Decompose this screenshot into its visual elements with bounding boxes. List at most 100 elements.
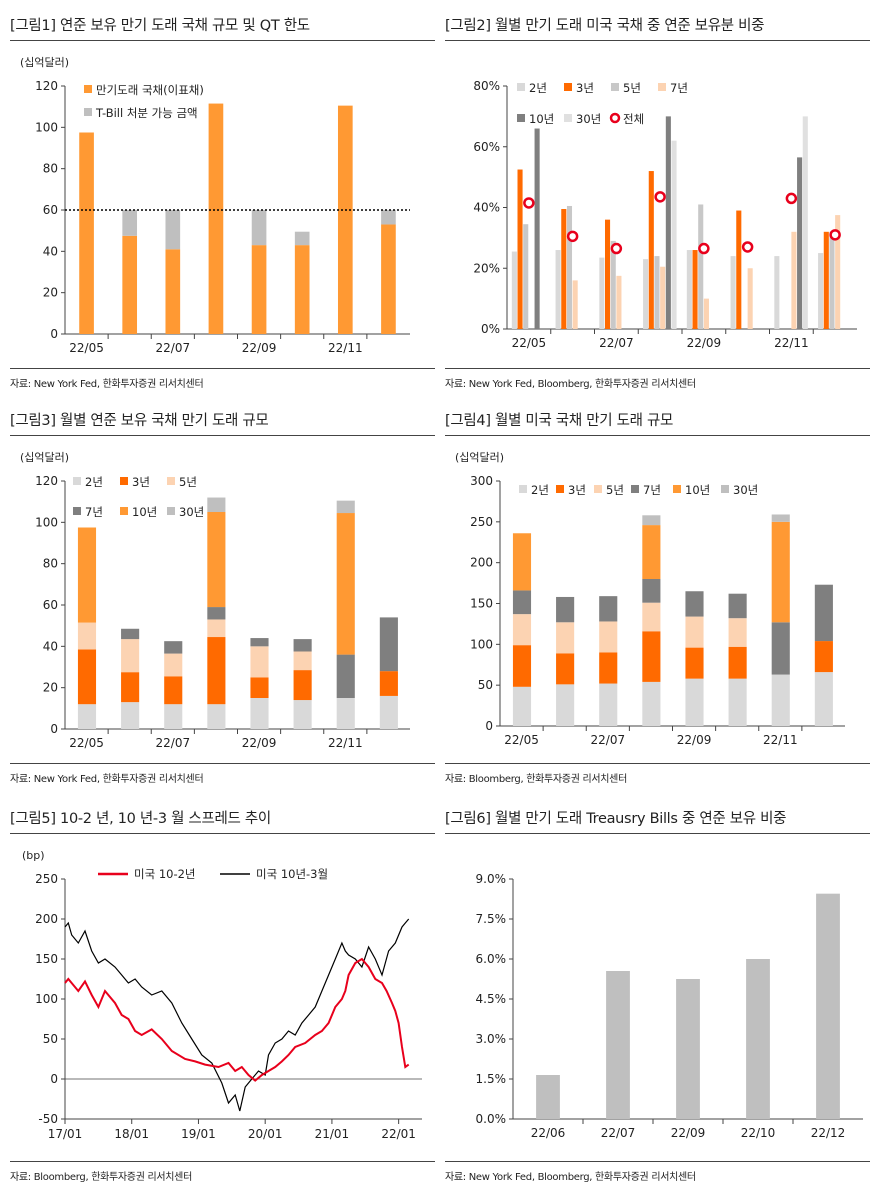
bar-3년 [556,653,575,685]
bar-10년 [642,525,661,579]
bar-2년 [250,698,269,729]
x-tick-label: 22/09 [687,336,722,350]
x-tick-label: 22/09 [677,733,712,747]
bar-5년 [523,224,529,329]
bar-30년 [642,515,661,526]
y-tick-label: 80 [43,557,58,571]
total-marker [829,229,841,241]
bar-5년 [77,622,97,650]
legend-label: 미국 10년-3월 [256,867,328,881]
x-tick-label: 21/01 [315,1127,350,1141]
legend-label: 7년 [670,81,688,95]
bar-3년 [642,631,661,682]
bar-10년 [207,512,226,608]
bar-2년 [207,704,226,729]
bar-7년 [835,215,841,329]
bar-7년 [791,231,797,329]
legend-marker [609,112,621,124]
y-tick-label: 60 [43,598,58,612]
figure-1-title: [그림1] 연준 보유 만기 도래 국채 규모 및 QT 한도 [10,18,310,34]
legend-swatch [517,114,525,122]
x-tick-label: 22/11 [328,341,363,355]
x-tick-label: 22/07 [599,336,634,350]
legend-swatch [84,108,92,116]
x-tick-label: 22/05 [504,733,539,747]
y-tick-label: 150 [470,597,493,611]
legend-swatch [556,485,564,493]
legend-label: 10년 [529,112,554,126]
legend-label: 7년 [85,505,103,519]
bar-10년 [336,513,355,655]
legend-label: 7년 [643,483,661,497]
bar-3년 [250,677,269,698]
legend-label: 2년 [85,475,103,489]
bar-2년 [556,684,575,726]
legend-swatch [167,477,175,485]
bar-7년 [336,654,355,698]
bar-5년 [654,256,660,329]
bar-7년 [660,266,666,329]
legend-label: 10년 [132,505,157,519]
legend-label: 30년 [179,505,204,519]
y-tick-label: 9.0% [476,872,507,886]
bar-7년 [250,638,269,647]
y-tick-label: 20 [43,681,58,695]
y-tick-label: 6.0% [476,952,507,966]
bar-7년 [164,641,183,654]
bar-7년 [556,596,575,623]
bar-tbill [165,210,181,250]
bar-maturing [381,224,396,334]
x-tick-label: 22/11 [774,336,809,350]
bar-7년 [616,275,622,329]
figure-4-chart: 0 50 100 150 200 250 300 (십억달러) 22/05 22/07 22/09 2… [455,451,845,747]
x-tick-label: 22/07 [601,1126,636,1140]
bar-3년 [561,209,567,329]
y-tick-label: 200 [470,556,493,570]
y-tick-label: 100 [35,992,58,1006]
legend-label: 5년 [623,81,641,95]
legend-swatch [564,114,572,122]
legend-swatch [167,507,175,515]
legend-label: 3년 [568,483,586,497]
legend-label: 2년 [529,81,547,95]
bar-3년 [517,169,523,329]
x-tick-label: 22/07 [591,733,626,747]
bar-maturing [122,235,138,334]
figure-1-chart: 0 20 40 60 80 100 120 (십억달러) 22/05 22/07 22/09 22/1… [20,56,410,355]
bar-30년 [207,497,226,512]
bar-30년 [802,116,808,329]
bar-2년 [774,256,780,329]
source-divider [10,368,435,369]
y-tick-label: 3.0% [476,1032,507,1046]
total-marker [785,192,798,205]
title-divider [10,435,435,436]
figure-3: [그림3] 월별 연준 보유 국채 만기 도래 규모 0 20 40 60 80 100 1… [10,405,435,793]
total-marker [566,230,579,243]
y-axis-unit: (십억달러) [20,451,69,464]
figure-4-title: [그림4] 월별 미국 국채 만기 도래 규모 [445,413,674,429]
legend-label: 2년 [531,483,549,497]
y-tick-label: 80% [473,79,500,93]
legend-swatch [73,507,81,515]
legend-swatch [84,85,92,93]
bar-5년 [293,651,312,671]
bar-2년 [818,253,824,329]
source-divider [445,763,870,764]
line-미국 10-2년 [64,957,410,1082]
bar-3년 [692,250,698,329]
y-tick-label: 20 [43,286,58,300]
x-tick-label: 22/01 [381,1127,416,1141]
bar-5년 [685,616,704,648]
legend-label: 3년 [576,81,594,95]
bar-5년 [250,646,269,678]
legend-swatch [517,83,525,91]
bar-7년 [599,596,618,622]
y-tick-label: 7.5% [476,912,507,926]
bar-3년 [685,647,704,679]
bar-3년 [207,637,226,705]
x-tick-label: 22/09 [242,341,277,355]
x-tick-label: 22/11 [763,733,798,747]
bar-7년 [121,628,140,640]
figure-4: [그림4] 월별 미국 국채 만기 도래 규모 0 50 100 150 200 250 3… [445,405,870,793]
bar-5년 [207,619,226,638]
